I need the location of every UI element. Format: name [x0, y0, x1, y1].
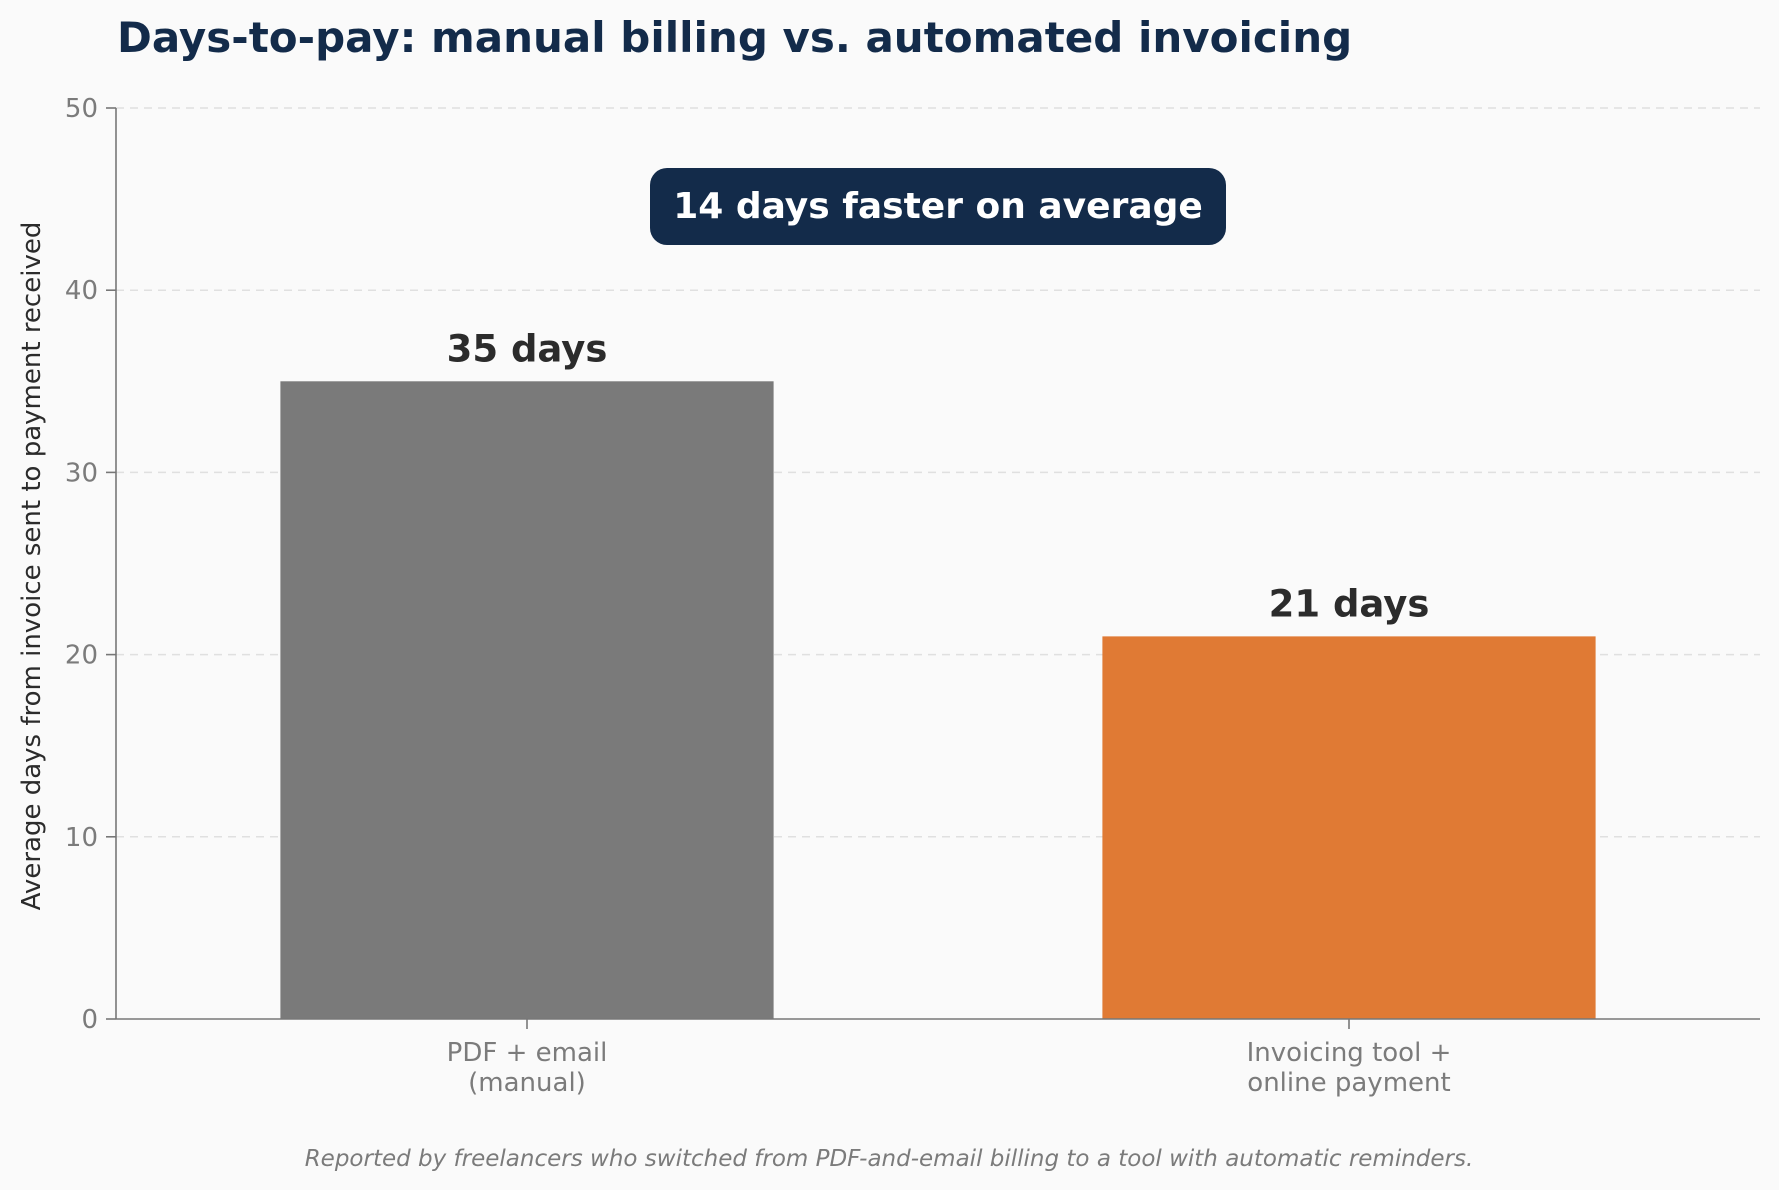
x-tick-label: (manual): [468, 1068, 586, 1098]
bar-value-label: 21 days: [1269, 582, 1430, 625]
y-tick-label: 50: [65, 94, 98, 124]
data-labels: 35 days 21 days: [447, 327, 1430, 625]
x-tick-label: Invoicing tool +: [1247, 1038, 1452, 1068]
y-tick-label: 20: [65, 641, 98, 671]
annotation-text: 14 days faster on average: [673, 186, 1203, 227]
axes: 0 10 20 30 40 50 PDF + email(manual) Invoicing …: [65, 94, 1760, 1098]
y-tick-label: 40: [65, 276, 98, 306]
x-tick-label: online payment: [1247, 1068, 1450, 1098]
bar: [1102, 636, 1596, 1019]
footnote: Reported by freelancers who switched fro…: [305, 1146, 1474, 1172]
chart-title: Days-to-pay: manual billing vs. automate…: [117, 13, 1352, 62]
annotation-callout: 14 days faster on average: [650, 168, 1226, 245]
bar-value-label: 35 days: [447, 327, 608, 370]
annotation-box: [650, 168, 1226, 245]
y-tick-label: 30: [65, 458, 98, 488]
y-axis-label: Average days from invoice sent to paymen…: [17, 222, 47, 911]
bars: [280, 381, 1596, 1019]
x-tick-label: PDF + email: [447, 1038, 608, 1068]
bar: [280, 381, 774, 1019]
y-tick-label: 0: [81, 1005, 98, 1035]
y-tick-label: 10: [65, 823, 98, 853]
